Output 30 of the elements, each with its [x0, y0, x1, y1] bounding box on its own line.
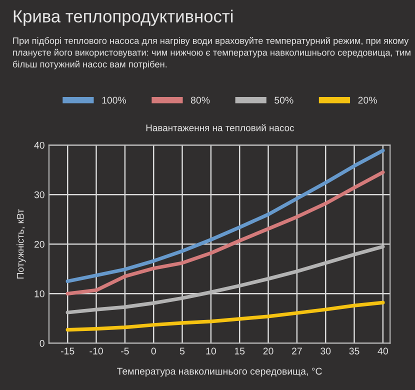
- y-tick-label: 30: [34, 191, 44, 198]
- x-tick-label: 35: [349, 348, 360, 355]
- y-tick-label: 20: [34, 240, 44, 248]
- legend-label: 80%: [190, 96, 210, 104]
- legend-label: 50%: [274, 96, 294, 104]
- chart-title: Крива теплопродуктивності: [14, 10, 233, 26]
- legend-label: 100%: [102, 96, 126, 104]
- y-tick-label: 40: [34, 142, 44, 149]
- x-tick-label: 15: [234, 348, 245, 355]
- y-tick-label: 0: [40, 340, 44, 347]
- y-axis-title: Потужність, кВт: [16, 209, 26, 279]
- legend-title: Навантаження на тепловий насос: [146, 124, 294, 132]
- x-tick-label: 5: [180, 348, 185, 355]
- x-tick-label: 27: [292, 348, 302, 354]
- x-axis-title: Температура навколишнього середовища, °C: [117, 368, 322, 377]
- x-tick-label: -10: [90, 348, 103, 355]
- y-tick-label: 10: [34, 290, 44, 298]
- line-series: [66, 244, 385, 314]
- line-series: [66, 148, 385, 284]
- chart-subtitle: При підборі теплового насоса для нагріву води враховуйте температурний режим, при якому плануєте його використовувати: чим нижчою є температура навколишнього середовища, тим більш потужний насос вам потрібен.: [12, 37, 410, 70]
- x-tick-label: 10: [206, 348, 216, 355]
- x-tick-label: 20: [263, 348, 274, 355]
- legend-label: 20%: [358, 96, 377, 104]
- line-series: [66, 170, 385, 296]
- x-tick-label: 40: [378, 348, 388, 355]
- x-tick-label: -5: [121, 348, 129, 355]
- x-tick-label: 30: [320, 348, 331, 355]
- line-series: [66, 300, 385, 332]
- x-tick-label: 0: [151, 348, 156, 355]
- x-tick-label: -15: [61, 348, 74, 355]
